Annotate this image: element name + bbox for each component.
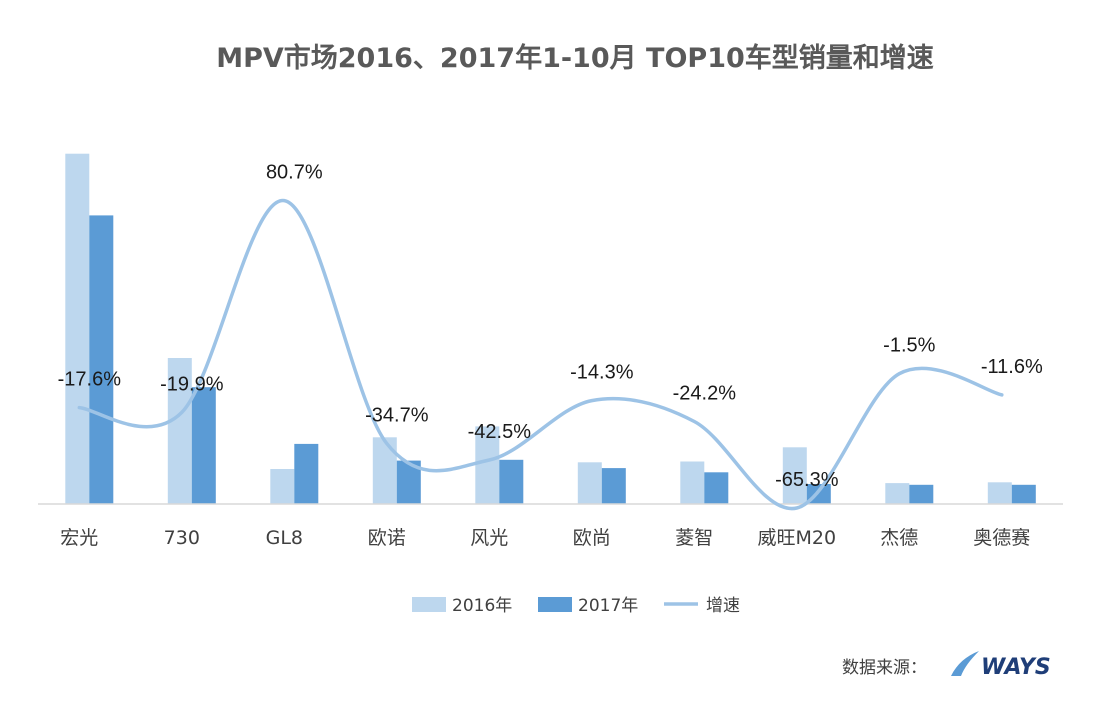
legend-swatch-2017: [538, 597, 572, 612]
legend-swatch-2016: [412, 597, 446, 612]
bar-2017-0: [89, 215, 114, 504]
bar-2017-9: [1011, 484, 1036, 504]
bar-2016-0: [65, 153, 90, 504]
growth-label-1: -19.9%: [160, 373, 224, 395]
category-label-6: 菱智: [675, 527, 713, 549]
category-label-5: 欧尚: [573, 527, 611, 549]
legend-label-growth: 增速: [706, 596, 740, 616]
growth-label-6: -24.2%: [673, 383, 737, 405]
growth-label-7: -65.3%: [775, 469, 839, 491]
bar-2016-8: [885, 483, 910, 504]
bar-2017-5: [601, 468, 626, 504]
source-label: 数据来源：: [842, 658, 927, 678]
legend-label-2016: 2016年: [452, 596, 512, 616]
growth-line: [77, 198, 1004, 511]
bars-layer: [65, 153, 1036, 504]
bar-2016-2: [270, 469, 295, 504]
source-note: 数据来源： WAYS: [842, 651, 1051, 680]
source-logo: WAYS: [981, 655, 1051, 680]
category-label-7: 威旺M20: [758, 527, 837, 549]
bar-2016-9: [987, 482, 1012, 504]
bar-2017-6: [704, 472, 729, 504]
growth-label-5: -14.3%: [570, 362, 634, 384]
bar-2017-1: [191, 387, 216, 504]
category-labels-layer: 宏光 730 GL8 欧诺 风光 欧尚 菱智 威旺M20 杰德 奥德赛: [60, 527, 1030, 549]
growth-label-3: -34.7%: [365, 405, 429, 427]
category-label-1: 730: [164, 527, 200, 549]
bar-2017-2: [294, 443, 319, 504]
bar-2016-6: [680, 461, 705, 504]
bar-2017-8: [909, 484, 934, 504]
bar-2016-1: [167, 358, 192, 504]
growth-label-9: -11.6%: [981, 356, 1043, 378]
category-label-4: 风光: [470, 527, 508, 549]
category-label-0: 宏光: [60, 527, 98, 549]
growth-labels-layer: -17.6% -19.9% 80.7% -34.7% -42.5% -14.3% -24.2…: [58, 162, 1043, 491]
category-label-9: 奥德赛: [973, 527, 1030, 549]
growth-label-8: -1.5%: [883, 335, 935, 357]
category-label-8: 杰德: [880, 527, 918, 549]
bar-2016-4: [475, 426, 500, 504]
chart-title: MPV市场2016、2017年1-10月 TOP10车型销量和增速: [216, 42, 934, 74]
bar-2016-7: [782, 447, 807, 504]
growth-label-2: 80.7%: [266, 162, 323, 184]
category-label-2: GL8: [266, 527, 303, 549]
bar-2017-4: [499, 459, 524, 504]
ways-logo-icon: [951, 651, 979, 676]
category-label-3: 欧诺: [368, 527, 406, 549]
growth-label-4: -42.5%: [468, 421, 532, 443]
legend-label-2017: 2017年: [578, 596, 638, 616]
bar-2016-5: [577, 462, 602, 504]
legend: 2016年 2017年 增速: [412, 596, 740, 616]
bar-2016-3: [372, 437, 397, 504]
growth-label-0: -17.6%: [58, 369, 122, 391]
